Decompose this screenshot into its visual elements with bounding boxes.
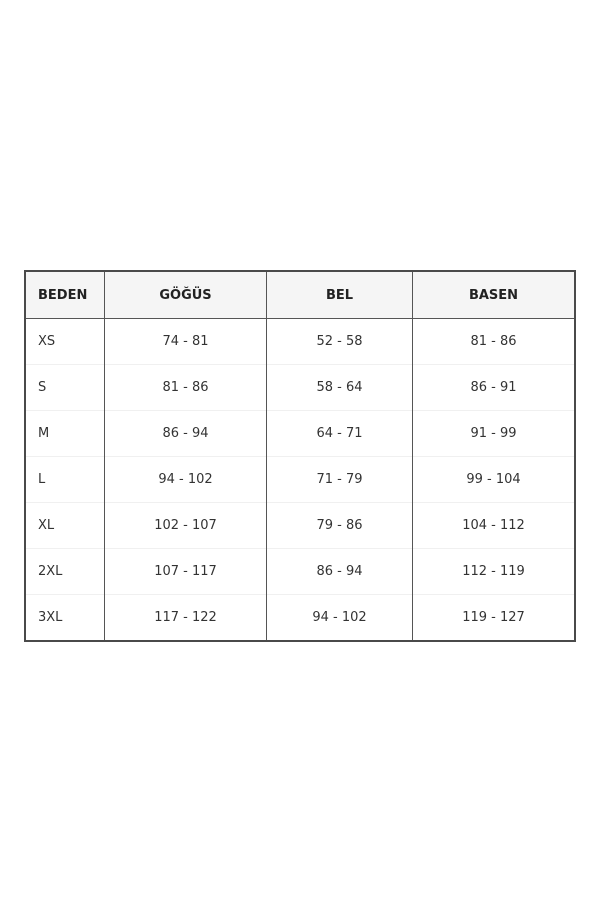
cell-bel: 86 - 94 <box>266 548 413 595</box>
cell-gogus: 117 - 122 <box>104 594 267 641</box>
cell-basen: 112 - 119 <box>412 548 575 595</box>
cell-gogus: 74 - 81 <box>104 318 267 365</box>
cell-basen: 104 - 112 <box>412 502 575 549</box>
table-row: S 81 - 86 58 - 64 86 - 91 <box>25 364 575 411</box>
cell-size: M <box>25 410 105 457</box>
cell-bel: 52 - 58 <box>266 318 413 365</box>
cell-gogus: 86 - 94 <box>104 410 267 457</box>
table-row: M 86 - 94 64 - 71 91 - 99 <box>25 410 575 457</box>
table-row: XS 74 - 81 52 - 58 81 - 86 <box>25 318 575 365</box>
cell-basen: 86 - 91 <box>412 364 575 411</box>
cell-size: L <box>25 456 105 503</box>
cell-size: 3XL <box>25 594 105 641</box>
cell-bel: 79 - 86 <box>266 502 413 549</box>
cell-gogus: 81 - 86 <box>104 364 267 411</box>
size-chart-table: BEDEN GÖĞÜS BEL BASEN XS 74 - 81 52 - 58 81… <box>24 270 576 642</box>
cell-basen: 119 - 127 <box>412 594 575 641</box>
cell-bel: 94 - 102 <box>266 594 413 641</box>
cell-basen: 99 - 104 <box>412 456 575 503</box>
header-basen: BASEN <box>412 271 575 319</box>
cell-bel: 71 - 79 <box>266 456 413 503</box>
cell-gogus: 107 - 117 <box>104 548 267 595</box>
cell-basen: 91 - 99 <box>412 410 575 457</box>
cell-bel: 64 - 71 <box>266 410 413 457</box>
table-row: XL 102 - 107 79 - 86 104 - 112 <box>25 502 575 549</box>
cell-size: XL <box>25 502 105 549</box>
cell-gogus: 94 - 102 <box>104 456 267 503</box>
cell-basen: 81 - 86 <box>412 318 575 365</box>
table-row: 2XL 107 - 117 86 - 94 112 - 119 <box>25 548 575 595</box>
cell-size: 2XL <box>25 548 105 595</box>
table-row: 3XL 117 - 122 94 - 102 119 - 127 <box>25 594 575 641</box>
table-row: L 94 - 102 71 - 79 99 - 104 <box>25 456 575 503</box>
cell-size: XS <box>25 318 105 365</box>
header-row: BEDEN GÖĞÜS BEL BASEN <box>25 271 575 319</box>
cell-bel: 58 - 64 <box>266 364 413 411</box>
header-gogus: GÖĞÜS <box>104 271 267 319</box>
cell-size: S <box>25 364 105 411</box>
header-beden: BEDEN <box>25 271 105 319</box>
header-bel: BEL <box>266 271 413 319</box>
cell-gogus: 102 - 107 <box>104 502 267 549</box>
